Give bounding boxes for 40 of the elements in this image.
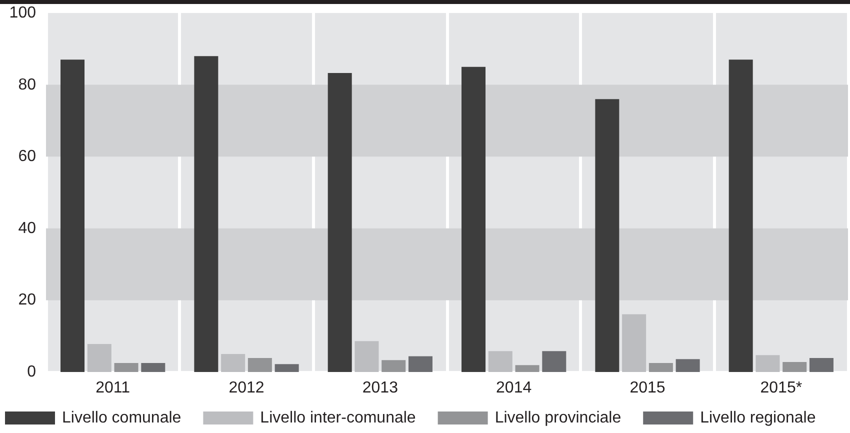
bar bbox=[248, 358, 272, 372]
bar bbox=[488, 351, 512, 372]
bar bbox=[221, 354, 246, 372]
y-tick-label: 0 bbox=[27, 364, 36, 380]
bar bbox=[328, 72, 352, 372]
bar bbox=[194, 56, 218, 372]
x-tick-label: 2014 bbox=[496, 380, 532, 396]
bar bbox=[809, 358, 834, 372]
legend-label: Livello comunale bbox=[62, 410, 182, 426]
bar bbox=[728, 60, 753, 372]
legend-label: Livello inter-comunale bbox=[260, 410, 416, 426]
bar bbox=[382, 360, 406, 372]
bar bbox=[648, 363, 673, 372]
bar bbox=[141, 363, 166, 372]
bar bbox=[274, 364, 299, 372]
y-tick-label: 80 bbox=[18, 76, 36, 94]
x-tick-label: 2015 bbox=[630, 380, 666, 396]
bar bbox=[60, 60, 85, 372]
bar bbox=[622, 314, 646, 372]
bar bbox=[542, 351, 566, 372]
bar bbox=[595, 99, 620, 372]
x-tick-label: 2015* bbox=[760, 380, 802, 396]
legend-label: Livello regionale bbox=[700, 410, 816, 426]
bar bbox=[756, 355, 780, 372]
y-tick-label: 60 bbox=[18, 148, 36, 166]
bar bbox=[515, 365, 540, 372]
bar bbox=[354, 341, 379, 372]
bar bbox=[782, 362, 807, 372]
bar bbox=[676, 359, 700, 372]
y-tick-label: 100 bbox=[9, 4, 36, 22]
x-tick-label: 2013 bbox=[362, 380, 398, 396]
bar bbox=[408, 356, 432, 372]
bar bbox=[87, 344, 112, 372]
bar bbox=[114, 363, 138, 372]
legend-label: Livello provinciale bbox=[494, 410, 622, 426]
y-tick-label: 40 bbox=[18, 220, 36, 237]
bar bbox=[462, 66, 486, 372]
x-tick-label: 2011 bbox=[96, 380, 130, 396]
x-tick-label: 2012 bbox=[228, 380, 264, 396]
y-tick-label: 20 bbox=[18, 292, 36, 309]
